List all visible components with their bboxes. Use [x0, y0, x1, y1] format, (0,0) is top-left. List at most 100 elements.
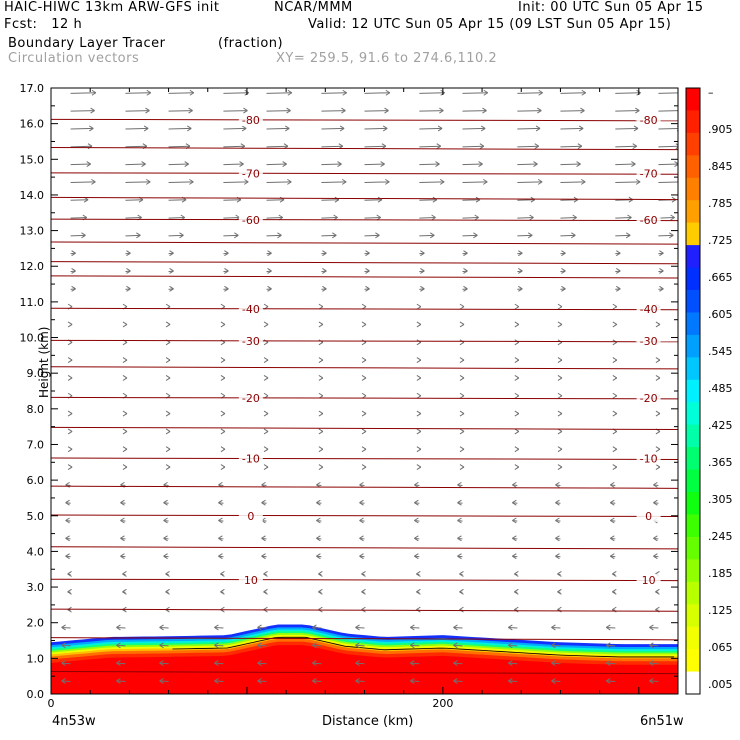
circulation-vector-head [557, 446, 563, 453]
circulation-vector-head [67, 464, 73, 470]
circulation-vector-head [146, 178, 151, 185]
circulation-vector [419, 181, 445, 183]
circulation-vector-head [263, 428, 269, 435]
isotherm-line [51, 485, 678, 489]
isotherm-label: -30 [242, 335, 260, 348]
circulation-vector-head [479, 143, 485, 150]
circulation-vector-head [116, 642, 121, 649]
circulation-vector [462, 234, 478, 237]
circulation-vector [517, 199, 535, 201]
circulation-vector-head [224, 285, 229, 292]
circulation-vector-head [514, 571, 519, 577]
circulation-vector [116, 662, 126, 665]
circulation-vector-head [459, 321, 465, 328]
circulation-vector-head [557, 357, 563, 364]
circulation-vector-head [430, 232, 435, 239]
circulation-vector [453, 680, 463, 683]
circulation-vector-head [612, 375, 618, 381]
circulation-vector-head [612, 303, 618, 310]
circulation-vector-head [508, 642, 513, 649]
isotherm-line [51, 196, 678, 201]
circulation-vector [159, 662, 169, 665]
circulation-vector [266, 234, 282, 237]
circulation-vector-head [261, 535, 266, 542]
circulation-vector-head [420, 268, 425, 274]
colorbar-label: .725 [708, 234, 733, 247]
circulation-vector-head [318, 375, 324, 381]
circulation-vector [560, 145, 582, 148]
isotherm-line [51, 396, 678, 400]
isotherm-line [51, 637, 678, 641]
circulation-vector-head [649, 678, 654, 684]
circulation-vector [517, 181, 543, 183]
circulation-vector-head [514, 321, 520, 328]
circulation-vector [223, 163, 244, 166]
colorbar-swatch [686, 312, 700, 336]
circulation-vector-head [61, 624, 66, 631]
circulation-vector-head [218, 553, 223, 560]
isotherm-label: -60 [242, 214, 260, 227]
circulation-vector-head [359, 553, 364, 560]
circulation-vector-head [414, 553, 419, 560]
isotherm-line [51, 578, 678, 582]
circulation-vector-head [512, 499, 517, 506]
circulation-vector-head [459, 464, 465, 470]
circulation-vector-head [341, 107, 346, 114]
circulation-vector [606, 662, 616, 665]
isotherm-label-bg [636, 573, 661, 586]
circulation-vector [355, 680, 365, 683]
circulation-vector-head [635, 178, 641, 185]
circulation-vector [223, 127, 247, 130]
circulation-vector-head [224, 250, 229, 257]
circulation-vector [70, 145, 93, 148]
circulation-vector [615, 110, 640, 112]
circulation-vector-head [67, 375, 73, 381]
field-name: Boundary Layer Tracer [8, 36, 166, 51]
x-end-label-left: 4n53w [52, 714, 96, 729]
circulation-vector-head [218, 499, 223, 506]
circulation-vector-head [512, 517, 517, 524]
colorbar-swatch [686, 424, 700, 448]
circulation-vector-head [610, 553, 615, 560]
circulation-vector-head [410, 642, 415, 649]
circulation-vector-head [669, 232, 674, 239]
colorbar-swatch [686, 177, 700, 201]
circulation-vector-head [316, 517, 321, 524]
circulation-vector-head [483, 89, 489, 96]
circulation-vector-head [263, 446, 269, 453]
circulation-vector-head [453, 660, 458, 667]
circulation-vector [551, 626, 561, 629]
circulation-vector-head [555, 553, 560, 560]
circulation-vector-head [179, 232, 184, 239]
y-tick-label: 3.0 [27, 581, 45, 594]
circulation-vector [560, 110, 585, 112]
circulation-vector-head [659, 285, 664, 292]
circulation-vector-head [557, 588, 562, 595]
circulation-vector-head [437, 125, 443, 132]
circulation-vector-head [457, 499, 462, 506]
isotherm-label-bg [636, 167, 661, 180]
circulation-vector-head [116, 678, 121, 684]
circulation-vector [223, 92, 249, 94]
isotherm-label-bg [636, 335, 661, 348]
circulation-vector-head [214, 660, 219, 667]
circulation-vector-head [514, 303, 520, 310]
circulation-vector [462, 217, 479, 219]
y-tick-label: 8.0 [27, 403, 45, 416]
circulation-vector [125, 92, 151, 94]
y-tick-label: 14.0 [20, 189, 45, 202]
circulation-vector-head [453, 642, 458, 649]
circulation-vector-head [189, 178, 194, 185]
circulation-vector [551, 662, 561, 665]
circulation-vector-head [576, 161, 581, 167]
circulation-vector [517, 163, 538, 166]
isotherm-label: 0 [645, 510, 652, 523]
isotherm-line [51, 457, 678, 460]
colorbar-swatch [686, 469, 700, 493]
circulation-vector-head [385, 89, 391, 96]
circulation-vector-head [653, 553, 658, 560]
circulation-vector [615, 181, 641, 183]
circulation-vector-head [318, 321, 324, 328]
circulation-vector-head [459, 588, 464, 595]
